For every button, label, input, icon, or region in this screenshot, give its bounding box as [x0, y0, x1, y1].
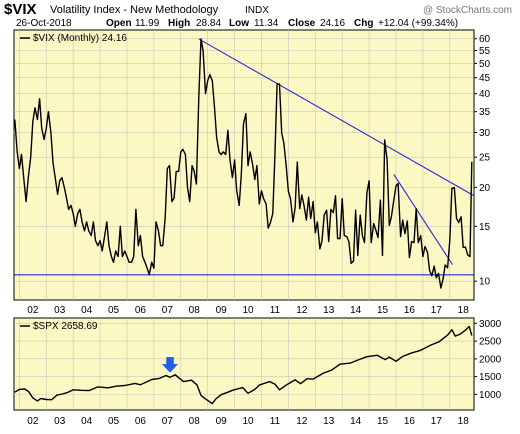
spx-y-axis: 1000 1500 2000 2500 3000 [474, 319, 502, 401]
x-tick-label: 06 [135, 305, 147, 316]
x-tick-label: 06 [135, 416, 147, 427]
x-tick-label: 10 [242, 305, 254, 316]
x-tick-label: 13 [323, 305, 335, 316]
x-tick-label: 14 [350, 305, 362, 316]
spx-y-tick-label: 2000 [479, 354, 502, 365]
x-tick-label: 16 [404, 305, 416, 316]
quote-date: 26-Oct-2018 [16, 18, 72, 29]
watermark: @ StockCharts.com [423, 5, 512, 16]
x-tick-label: 09 [216, 416, 228, 427]
x-tick-label: 02 [27, 305, 39, 316]
high-value: 28.84 [196, 18, 221, 29]
low-label: Low [229, 18, 249, 29]
vix-y-tick-label: 30 [479, 128, 491, 139]
x-tick-label: 17 [431, 416, 443, 427]
x-tick-label: 09 [216, 305, 228, 316]
spx-y-tick-label: 3000 [479, 319, 502, 330]
vix-price-line [14, 38, 473, 289]
chg-label: Chg [354, 18, 373, 29]
x-tick-label: 02 [27, 416, 39, 427]
x-tick-label: 08 [189, 416, 201, 427]
x-tick-label: 12 [296, 416, 308, 427]
x-tick-label: 05 [108, 416, 120, 427]
x-tick-label: 14 [350, 416, 362, 427]
x-tick-label: 15 [377, 416, 389, 427]
vix-trendline [198, 38, 475, 197]
vix-gridlines [14, 30, 474, 300]
vix-trendlines [14, 38, 475, 276]
high-label: High [168, 18, 190, 29]
vix-x-axis: 02 03 04 05 06 07 08 09 10 11 12 13 14 15 16 17 18 [27, 305, 469, 316]
vix-y-tick-label: 10 [479, 277, 491, 288]
x-tick-label: 11 [270, 416, 281, 427]
chart-header: $VIX Volatility Index - New Methodology … [4, 1, 512, 29]
close-value: 24.16 [320, 18, 345, 29]
x-tick-label: 12 [296, 305, 308, 316]
spx-gridlines [14, 318, 474, 410]
x-tick-label: 08 [189, 305, 201, 316]
exchange-label: INDX [245, 5, 269, 16]
x-tick-label: 18 [458, 305, 470, 316]
down-arrow-marker [161, 357, 179, 373]
vix-y-tick-label: 40 [479, 89, 491, 100]
x-tick-label: 11 [270, 305, 281, 316]
x-tick-label: 15 [377, 305, 389, 316]
x-tick-label: 16 [404, 416, 416, 427]
x-tick-label: 07 [162, 305, 174, 316]
x-tick-label: 05 [108, 305, 120, 316]
security-name: Volatility Index - New Methodology [50, 4, 219, 16]
x-tick-label: 07 [162, 416, 174, 427]
x-tick-label: 18 [458, 416, 470, 427]
arrow-down-icon [161, 357, 179, 373]
vix-y-tick-label: 60 [479, 34, 491, 45]
vix-panel-background [13, 29, 475, 301]
spx-y-tick-label: 2500 [479, 337, 502, 348]
chg-value: +12.04 (+99.34%) [378, 18, 458, 29]
vix-y-tick-label: 45 [479, 73, 491, 84]
vix-trendline [393, 174, 453, 265]
low-value: 11.34 [254, 18, 279, 29]
spx-x-axis: 02 03 04 05 06 07 08 09 10 11 12 13 14 15 16 17 18 [27, 416, 469, 427]
vix-y-tick-label: 15 [479, 222, 491, 233]
x-tick-label: 03 [54, 416, 66, 427]
vix-legend: $VIX (Monthly) 24.16 [33, 33, 127, 44]
spx-panel: 1000 1500 2000 2500 3000 $SPX 2658.69 [13, 317, 502, 411]
close-label: Close [288, 18, 316, 29]
vix-y-tick-label: 50 [479, 59, 491, 70]
x-tick-label: 13 [323, 416, 335, 427]
x-tick-label: 04 [81, 305, 93, 316]
vix-y-tick-label: 35 [479, 107, 491, 118]
x-tick-label: 04 [81, 416, 93, 427]
x-tick-label: 03 [54, 305, 66, 316]
vix-y-tick-label: 55 [479, 46, 491, 57]
open-value: 11.99 [135, 18, 160, 29]
spx-y-tick-label: 1000 [479, 390, 502, 401]
symbol-title: $VIX [4, 1, 37, 18]
spx-price-line [14, 325, 473, 405]
x-tick-label: 17 [431, 305, 443, 316]
spx-legend: $SPX 2658.69 [33, 321, 98, 332]
open-label: Open [106, 18, 132, 29]
spx-y-tick-label: 1500 [479, 372, 502, 383]
vix-y-tick-label: 25 [479, 153, 491, 164]
x-tick-label: 10 [242, 416, 254, 427]
vix-y-tick-label: 20 [479, 183, 491, 194]
